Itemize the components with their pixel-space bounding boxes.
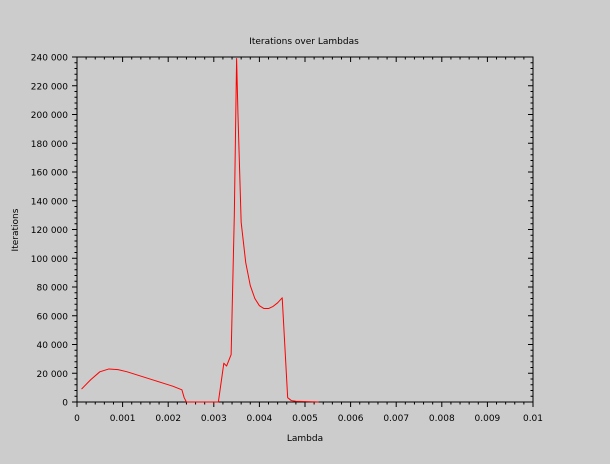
y-tick-label: 60 000	[37, 312, 69, 322]
y-tick-label: 20 000	[37, 370, 69, 380]
y-tick-label: 240 000	[31, 54, 68, 64]
y-axis-ticks: 0 20 000 40 000 60 000 80 000 100 000 120 000 1…	[31, 54, 533, 409]
x-tick-label: 0.001	[110, 414, 136, 424]
plot-area	[76, 56, 534, 403]
x-tick-label: 0.003	[201, 414, 227, 424]
y-axis-label: Iterations	[11, 208, 21, 251]
y-tick-label: 0	[62, 399, 68, 409]
y-tick-label: 80 000	[37, 284, 69, 294]
x-axis-ticks: 0 0.001 0.002 0.003 0.004 0.005 0.006 0.007 0.00…	[74, 57, 543, 424]
x-tick-label: 0.005	[292, 414, 318, 424]
chart-title: Iterations over Lambdas	[249, 37, 359, 47]
x-tick-label: 0.002	[155, 414, 181, 424]
y-tick-label: 160 000	[31, 169, 68, 179]
x-tick-label: 0.009	[475, 414, 501, 424]
x-tick-label: 0	[74, 414, 80, 424]
x-tick-label: 0.006	[338, 414, 364, 424]
y-tick-label: 220 000	[31, 82, 68, 92]
x-tick-label: 0.008	[429, 414, 455, 424]
y-tick-label: 40 000	[37, 341, 69, 351]
x-tick-label: 0.004	[247, 414, 273, 424]
y-tick-label: 200 000	[31, 111, 68, 121]
series-line	[81, 57, 319, 403]
x-axis-label: Lambda	[287, 434, 323, 444]
series-layer	[81, 57, 319, 403]
y-tick-label: 140 000	[31, 197, 68, 207]
y-tick-label: 180 000	[31, 140, 68, 150]
y-tick-label: 120 000	[31, 226, 68, 236]
y-tick-label: 100 000	[31, 255, 68, 265]
x-tick-label: 0.007	[383, 414, 409, 424]
x-tick-label: 0.01	[523, 414, 543, 424]
